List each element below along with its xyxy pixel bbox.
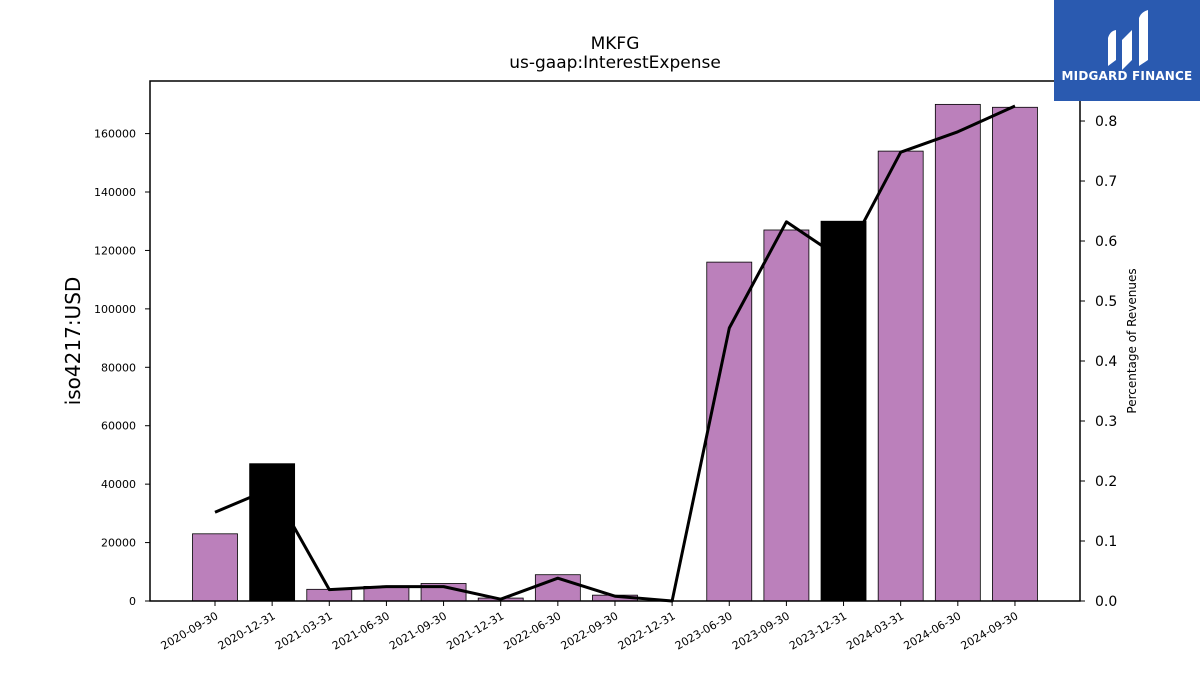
y2-tick-label: 0.0 — [1095, 594, 1117, 610]
logo-text: MIDGARD FINANCE — [1061, 69, 1193, 83]
y-tick-label: 60000 — [101, 420, 136, 433]
y-tick-label: 100000 — [94, 303, 136, 316]
y2-tick-label: 0.7 — [1095, 174, 1117, 190]
x-tick-label: 2022-06-30 — [501, 609, 563, 652]
x-tick-label: 2024-06-30 — [901, 609, 963, 652]
midgard-logo-icon — [1108, 10, 1148, 70]
bar — [992, 106, 1038, 602]
y-tick-label: 120000 — [94, 244, 136, 257]
y2-tick-label: 0.2 — [1095, 474, 1117, 490]
right-axis: 0.0 0.1 0.2 0.3 0.4 0.5 0.6 0.7 0.8 — [1080, 114, 1117, 610]
x-tick-label: 2020-09-30 — [159, 609, 221, 652]
x-tick-label: 2023-09-30 — [730, 609, 792, 652]
bar — [934, 103, 981, 602]
y2-tick-label: 0.4 — [1095, 354, 1117, 370]
x-tick-label: 2020-12-31 — [216, 609, 278, 652]
bar — [763, 229, 810, 602]
x-tick-label: 2024-03-31 — [844, 609, 906, 652]
left-axis: 0 20000 40000 60000 80000 100000 120000 140000 1… — [94, 128, 150, 608]
bars-group — [192, 103, 1038, 602]
bar — [820, 220, 867, 602]
bar — [706, 261, 753, 602]
y2-tick-label: 0.6 — [1095, 234, 1117, 250]
line-group — [214, 104, 1016, 603]
y-tick-label: 0 — [129, 595, 136, 608]
bar — [249, 463, 296, 602]
y-tick-label: 40000 — [101, 478, 136, 491]
x-tick-label: 2023-12-31 — [787, 609, 849, 652]
y-tick-label: 20000 — [101, 537, 136, 550]
x-tick-label: 2021-03-31 — [273, 609, 335, 652]
x-tick-label: 2022-09-30 — [559, 609, 621, 652]
x-tick-label: 2021-12-31 — [444, 609, 506, 652]
chart-subtitle: us-gaap:InterestExpense — [509, 53, 721, 73]
y2-tick-label: 0.8 — [1095, 114, 1117, 130]
midgard-finance-logo: MIDGARD FINANCE — [1054, 0, 1200, 101]
x-tick-label: 2023-06-30 — [673, 609, 735, 652]
y2-tick-label: 0.5 — [1095, 294, 1117, 310]
y-axis-label: iso4217:USD — [61, 277, 85, 406]
y2-axis-label: Percentage of Revenues — [1125, 268, 1139, 413]
y-tick-label: 160000 — [94, 128, 136, 141]
x-tick-label: 2021-09-30 — [387, 609, 449, 652]
bar — [877, 150, 924, 602]
series-line — [214, 104, 1016, 603]
y-tick-label: 140000 — [94, 186, 136, 199]
y2-tick-label: 0.3 — [1095, 414, 1117, 430]
x-tick-label: 2022-12-31 — [616, 609, 678, 652]
x-tick-label: 2024-09-30 — [959, 609, 1021, 652]
y-tick-label: 80000 — [101, 361, 136, 374]
x-axis: 2020-09-302020-12-312021-03-312021-06-30… — [159, 601, 1021, 653]
bar — [192, 533, 238, 602]
y2-tick-label: 0.1 — [1095, 534, 1117, 550]
chart-title: MKFG — [591, 34, 640, 54]
x-tick-label: 2021-06-30 — [330, 609, 392, 652]
